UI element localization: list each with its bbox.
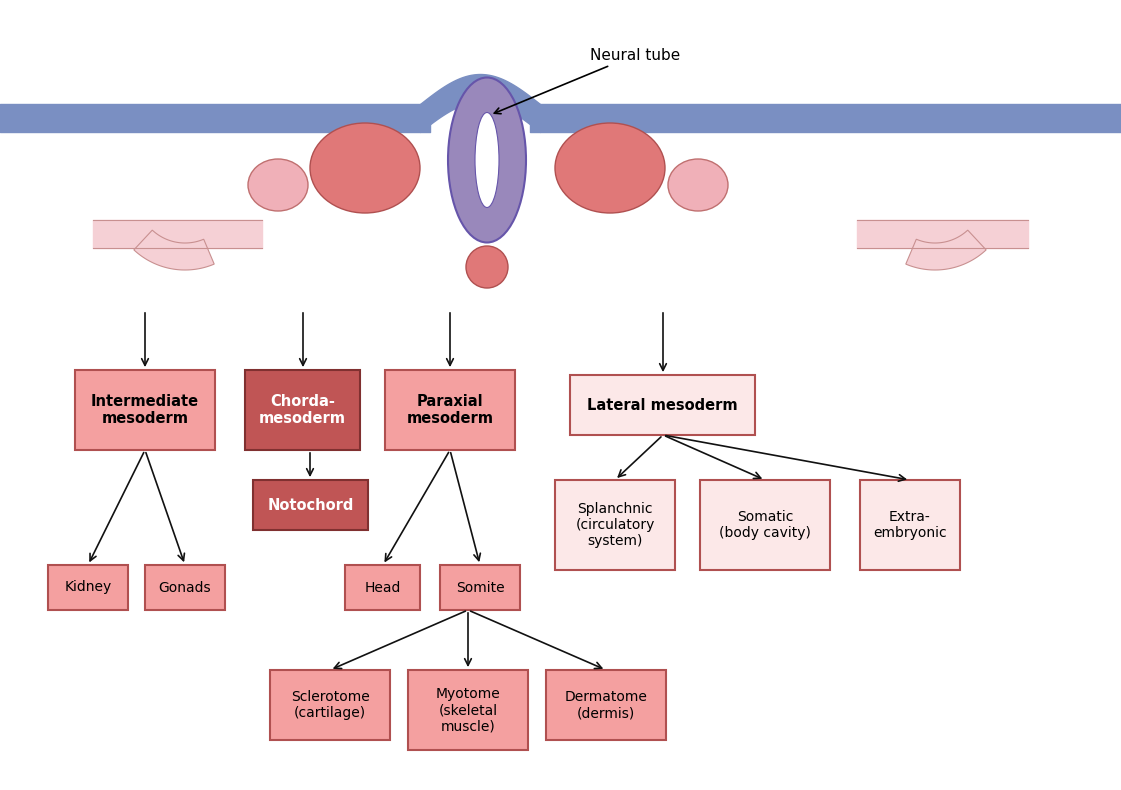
Text: Extra-
embryonic: Extra- embryonic [873,510,947,540]
FancyBboxPatch shape [860,480,960,570]
FancyBboxPatch shape [253,480,368,530]
FancyBboxPatch shape [441,565,520,610]
Ellipse shape [448,77,526,243]
FancyBboxPatch shape [75,370,215,450]
FancyBboxPatch shape [546,670,666,740]
Text: Lateral mesoderm: Lateral mesoderm [587,397,738,412]
FancyBboxPatch shape [385,370,515,450]
FancyBboxPatch shape [245,370,360,450]
FancyBboxPatch shape [270,670,390,740]
Text: Chorda-
mesoderm: Chorda- mesoderm [259,393,346,426]
Text: Intermediate
mesoderm: Intermediate mesoderm [91,393,200,426]
Text: Head: Head [364,581,400,595]
Polygon shape [906,230,986,270]
Text: Somite: Somite [456,581,504,595]
FancyBboxPatch shape [145,565,225,610]
Ellipse shape [668,159,728,211]
Text: Gonads: Gonads [159,581,212,595]
Ellipse shape [466,246,508,288]
Text: Paraxial
mesoderm: Paraxial mesoderm [407,393,493,426]
Text: Sclerotome
(cartilage): Sclerotome (cartilage) [290,690,370,720]
Text: Somatic
(body cavity): Somatic (body cavity) [719,510,810,540]
Text: Neural tube: Neural tube [494,47,680,114]
Ellipse shape [475,112,499,208]
Text: Myotome
(skeletal
muscle): Myotome (skeletal muscle) [436,687,500,733]
FancyBboxPatch shape [569,375,756,435]
Ellipse shape [555,123,665,213]
FancyBboxPatch shape [700,480,830,570]
Text: Dermatome
(dermis): Dermatome (dermis) [565,690,648,720]
FancyBboxPatch shape [408,670,528,750]
Text: Notochord: Notochord [267,498,354,513]
FancyBboxPatch shape [555,480,675,570]
Polygon shape [133,230,214,270]
Text: Kidney: Kidney [64,581,112,595]
FancyBboxPatch shape [48,565,128,610]
Text: Splanchnic
(circulatory
system): Splanchnic (circulatory system) [575,502,655,548]
FancyBboxPatch shape [345,565,420,610]
Ellipse shape [248,159,308,211]
Ellipse shape [311,123,420,213]
